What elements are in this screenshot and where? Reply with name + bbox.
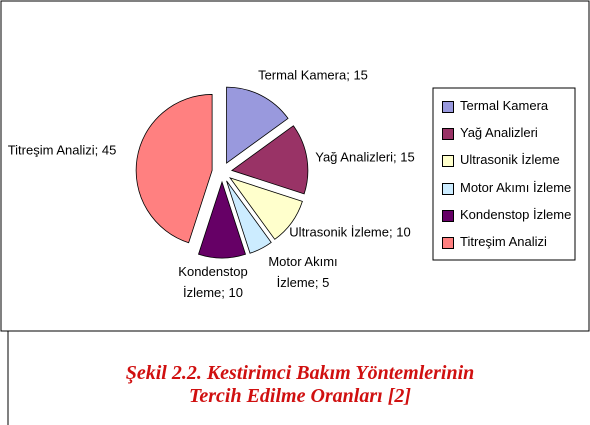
legend-swatch [442,182,454,195]
data-label: Termal Kamera; 15 [258,67,368,83]
data-label: Ultrasonik İzleme; 10 [289,224,411,240]
pie-slice [135,94,213,244]
legend-swatch [442,101,454,113]
pie-slice [198,180,246,259]
legend-label: Yağ Analizleri [460,125,538,141]
legend-swatch [442,209,454,222]
data-label: Titreşim Analizi; 45 [7,142,117,158]
legend-label: Motor Akımı İzleme [460,179,572,195]
legend-label: Kondenstop İzleme [460,206,572,222]
pie-slice [231,125,309,195]
data-label: Motor Akımı İzleme; 5 [268,254,338,290]
pie-slice [229,177,303,240]
legend-swatch [442,155,454,168]
pie-slice [226,86,289,164]
chart-frame [0,0,590,332]
data-label: Yağ Analizleri; 15 [315,149,415,165]
data-label: Kondenstop İzleme; 10 [178,264,248,300]
legend-swatch [442,128,454,141]
legend-label: Termal Kamera [460,98,549,113]
pie-slice [226,180,272,254]
caption: Şekil 2.2. Kestirimci Bakım Yöntemlerini… [125,362,475,407]
legend-label: Titreşim Analizi [460,234,547,249]
legend-swatch [442,237,454,249]
legend-box [432,87,576,261]
legend-label: Ultrasonik İzleme [460,152,560,168]
